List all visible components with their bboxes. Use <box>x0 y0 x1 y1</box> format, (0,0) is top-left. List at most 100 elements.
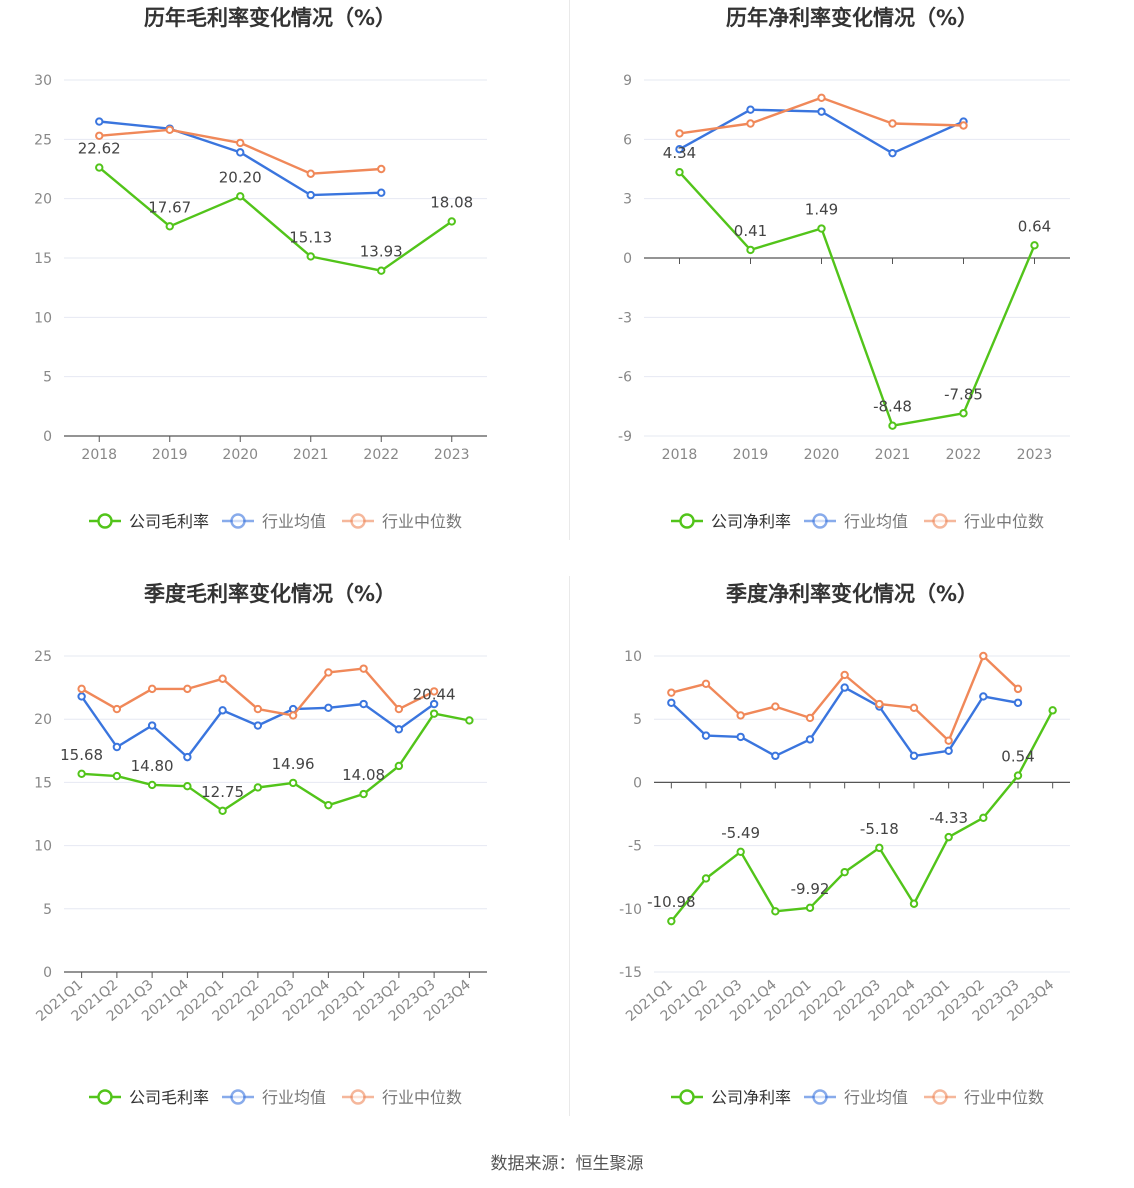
data-source-note: 数据来源：恒生聚源 <box>490 1154 644 1174</box>
data-point-company <box>736 847 745 856</box>
data-point-avg <box>218 706 227 715</box>
legend-item-company: 公司毛利率 <box>89 1088 209 1107</box>
data-point-median <box>218 674 227 683</box>
data-label: 14.08 <box>342 766 385 784</box>
chart-annual-net-margin: 历年净利率变化情况（%） -9 -6 -3 0 3 6 9 2018 2019 2020 2021 20… <box>618 6 1070 531</box>
legend-item-median: 行业中位数 <box>342 1088 462 1107</box>
data-point-company <box>324 800 333 810</box>
legend-label: 行业均值 <box>844 1088 908 1107</box>
data-point-avg <box>306 190 315 200</box>
legend-marker <box>812 1089 828 1105</box>
legend-label: 行业中位数 <box>382 1088 462 1107</box>
data-point-company <box>840 867 849 877</box>
data-label: 18.08 <box>430 193 473 211</box>
y-tick-label: 10 <box>624 649 642 665</box>
data-point-median <box>888 119 897 128</box>
data-point-median <box>95 131 104 140</box>
data-point-median <box>875 699 884 709</box>
legend-item-company: 公司净利率 <box>671 512 791 531</box>
x-tick-label: 2021 <box>293 447 329 463</box>
data-point-company <box>771 907 780 916</box>
legend-marker <box>350 1089 366 1105</box>
data-point-company <box>888 421 897 430</box>
chart-quarterly-net-margin: 季度净利率变化情况（%）-15-10-505102021Q12021Q22021… <box>619 582 1070 1107</box>
legend-marker <box>350 513 366 529</box>
data-point-avg <box>840 683 849 692</box>
data-label: 20.20 <box>219 168 262 186</box>
chart-annual-gross-margin: 历年毛利率变化情况（%） 0 5 10 15 20 25 30 2018 2019 2020 2021… <box>34 6 487 531</box>
data-point-company <box>394 761 404 771</box>
data-label: 22.62 <box>78 140 121 158</box>
data-point-avg <box>667 698 676 707</box>
y-tick-label: 30 <box>34 73 52 89</box>
legend-item-company: 公司净利率 <box>671 1088 791 1107</box>
y-tick-label: 9 <box>623 73 632 89</box>
legend-label: 行业均值 <box>262 1088 326 1107</box>
y-tick-label: -3 <box>618 310 632 326</box>
y-tick-label: 5 <box>43 902 52 918</box>
legend-item-avg: 行业均值 <box>222 512 326 531</box>
data-point-median <box>394 704 404 714</box>
data-point-median <box>236 138 245 148</box>
data-point-avg <box>701 731 711 740</box>
data-point-company <box>218 806 227 816</box>
y-tick-label: 15 <box>34 775 52 791</box>
legend-marker <box>932 1089 948 1105</box>
data-point-avg <box>429 699 439 709</box>
data-point-company <box>288 778 298 788</box>
y-tick-label: 3 <box>623 192 632 208</box>
data-point-median <box>701 679 711 689</box>
y-tick-label: -6 <box>618 370 632 386</box>
legend-label: 行业中位数 <box>382 512 462 531</box>
data-label: 0.54 <box>1001 748 1034 766</box>
x-tick-label: 2021 <box>875 447 911 463</box>
data-point-median <box>675 129 684 138</box>
data-point-median <box>944 736 953 745</box>
data-point-avg <box>817 107 826 116</box>
data-point-company <box>979 813 988 822</box>
data-point-avg <box>253 721 263 730</box>
data-point-median <box>667 688 676 697</box>
y-tick-label: -10 <box>619 902 642 918</box>
x-tick-label: 2020 <box>804 447 840 463</box>
data-point-company <box>701 874 711 883</box>
data-point-company <box>746 245 755 255</box>
data-label: 12.75 <box>201 783 244 801</box>
x-tick-label: 2018 <box>662 447 698 463</box>
series-line-company <box>670 709 1054 922</box>
data-label: -10.98 <box>647 893 695 911</box>
legend-marker <box>679 1089 695 1105</box>
data-point-company <box>165 222 174 231</box>
data-point-avg <box>112 742 122 752</box>
y-tick-label: 20 <box>34 192 52 208</box>
data-point-median <box>840 670 849 680</box>
data-point-company <box>112 771 122 781</box>
legend-marker <box>932 513 948 529</box>
data-point-median <box>959 121 968 130</box>
data-point-company <box>306 252 315 261</box>
legend-item-company: 公司毛利率 <box>89 512 209 531</box>
data-label: -5.18 <box>860 820 899 838</box>
legend-item-median: 行业中位数 <box>342 512 462 531</box>
data-label: 13.93 <box>360 243 403 261</box>
data-point-median <box>817 93 826 103</box>
chart-title: 季度毛利率变化情况（%） <box>144 582 396 606</box>
data-point-median <box>165 125 174 135</box>
data-point-company <box>253 783 263 792</box>
data-point-avg <box>944 746 953 756</box>
data-point-median <box>324 668 333 677</box>
series-line-company <box>81 712 470 812</box>
chart-quarterly-gross-margin: 季度毛利率变化情况（%）05101520252021Q12021Q22021Q3… <box>33 582 487 1107</box>
y-tick-label: 25 <box>34 649 52 665</box>
legend-item-avg: 行业均值 <box>804 512 908 531</box>
legend-marker <box>679 513 695 529</box>
legend-label: 公司净利率 <box>711 512 791 531</box>
data-point-median <box>147 684 157 694</box>
data-point-avg <box>1013 698 1023 707</box>
y-tick-label: 0 <box>623 251 632 267</box>
data-point-median <box>736 711 745 720</box>
y-tick-label: 15 <box>34 251 52 267</box>
chart-title: 历年毛利率变化情况（%） <box>144 6 396 30</box>
data-point-median <box>288 711 298 720</box>
data-point-company <box>667 916 676 926</box>
